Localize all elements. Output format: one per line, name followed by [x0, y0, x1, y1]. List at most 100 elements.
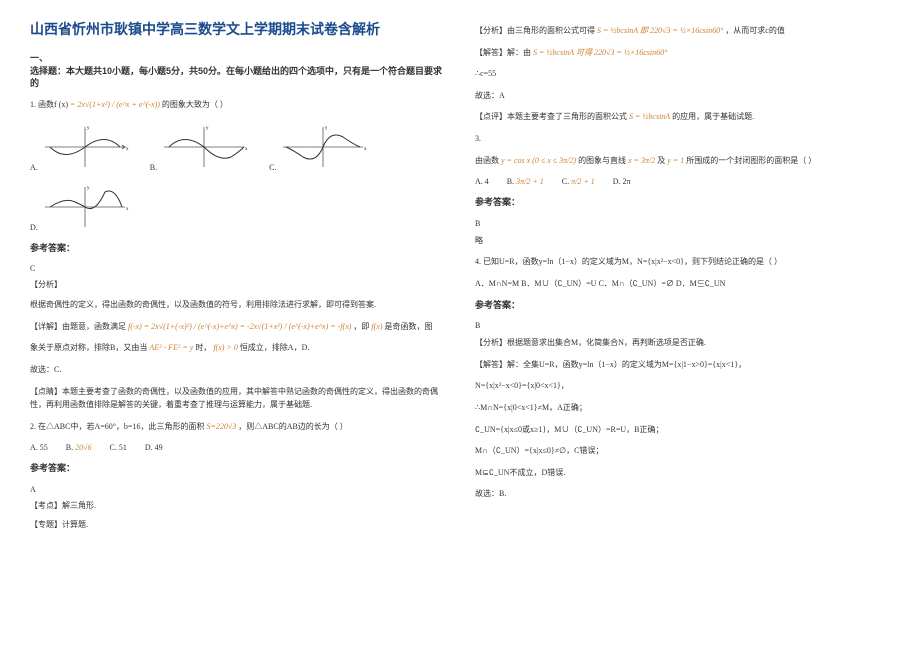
q3-opt-b-label: B.	[507, 177, 514, 186]
q1-ans-label: 参考答案：	[30, 242, 445, 255]
q1-detail-suf3: 是奇函数，图	[385, 322, 433, 331]
section-num: 一、	[30, 53, 48, 63]
graph-c: C. xy	[269, 122, 368, 172]
q1-choose: 故选：C.	[30, 363, 445, 377]
q2-opt-a: A. 55	[30, 443, 48, 452]
svg-text:x: x	[126, 147, 129, 152]
q4-ans: B	[475, 321, 890, 330]
q3-options: A. 4 B. 3π/2 + 1 C. π/2 + 1 D. 2π	[475, 177, 890, 186]
q1-prefix: 1. 函数f (x)	[30, 100, 70, 109]
q3-opt-b-f: 3π/2 + 1	[516, 177, 544, 186]
q4-l2: ∴M∩N={x|0<x<1}≠M，A正确；	[475, 401, 890, 415]
graph-d: D. xy	[30, 182, 130, 232]
r-comment-suffix: 的应用，属于基础试题.	[672, 112, 754, 121]
q3-opt-c: C. π/2 + 1	[562, 177, 595, 186]
q3-stem: 由函数 y = cos x (0 ≤ x ≤ 3π/2) 的图象与直线 x = …	[475, 154, 890, 168]
svg-text:y: y	[87, 126, 90, 131]
q3-note: 略	[475, 234, 890, 248]
q4-solve-head: 【解答】解：全集U=R，函数y=ln（1−x）的定义域为M={x|1−x>0}=…	[475, 358, 890, 372]
q1-d2-mid: 时，	[195, 343, 211, 352]
svg-text:x: x	[364, 147, 367, 152]
q1-d2-prefix: 象关于原点对称，排除B，又由当	[30, 343, 149, 352]
q4-l3: ∁_UN={x|x≤0或x≥1}，M∪（∁_UN）=R=U，B正确；	[475, 423, 890, 437]
q4-l5: M⊆∁_UN不成立，D错误.	[475, 466, 890, 480]
doc-title: 山西省忻州市耿镇中学高三数学文上学期期末试卷含解析	[30, 20, 445, 38]
q4-choose: 故选：B.	[475, 487, 890, 501]
label-c: C.	[269, 163, 276, 172]
q1-graphs: A. xy B. xy C.	[30, 122, 445, 232]
svg-text:x: x	[245, 147, 248, 152]
q4-l4: M∩（∁_UN）={x|x≤0}≠∅，C错误；	[475, 444, 890, 458]
q2-opt-d: D. 49	[145, 443, 163, 452]
q1-detail-suf1: ，即	[353, 322, 371, 331]
q1-comment: 【点睛】本题主要考查了函数的奇偶性，以及函数值的应用，其中解答中熟记函数的奇偶性…	[30, 385, 445, 412]
q1-analysis-head: 【分析】	[30, 279, 445, 290]
r-choose: 故选：A	[475, 89, 890, 103]
q3-opt-c-f: π/2 + 1	[571, 177, 595, 186]
right-column: 【分析】由三角形的面积公式可得 S = ½bcsinA 即 220√3 = ½×…	[475, 20, 890, 631]
q1-detail-suf2: f(x)	[371, 322, 382, 331]
r-comment: 【点评】本题主要考查了三角形的面积公式 S = ½bcsinA 的应用，属于基础…	[475, 110, 890, 124]
graph-b: B. xy	[150, 122, 249, 172]
q1-detail-formula: f(-x) = 2x√(1+(-x)²) / (e^(-x)+e^x) = -2…	[128, 322, 351, 331]
q3-num: 3.	[475, 132, 890, 146]
svg-text:y: y	[206, 126, 209, 131]
q2-prefix: 2. 在△ABC中，若A=60°，b=16，此三角形的面积	[30, 422, 206, 431]
q3-opt-b: B. 3π/2 + 1	[507, 177, 544, 186]
r-analysis-prefix: 【分析】由三角形的面积公式可得	[475, 26, 595, 35]
q3-opt-c-label: C.	[562, 177, 569, 186]
q1-d2-f2: f(x) > 0	[213, 343, 238, 352]
q2-tag2: 【专题】计算题.	[30, 519, 445, 530]
r-solve-prefix: 【解答】解：由	[475, 48, 533, 57]
r-comment-f: S = ½bcsinA	[629, 112, 670, 121]
q2-opt-c: C. 51	[110, 443, 127, 452]
section-desc: 选择题：本大题共10小题，每小题5分，共50分。在每小题给出的四个选项中，只有是…	[30, 66, 442, 89]
q3-opt-d: D. 2π	[613, 177, 631, 186]
q1-stem: 1. 函数f (x) = 2x√(1+x²) / (e^x + e^(-x)) …	[30, 98, 445, 112]
q1-analysis: 根据奇偶性的定义，得出函数的奇偶性，以及函数值的符号，利用排除法进行求解，即可得…	[30, 298, 445, 312]
q4-l1: N={x|x²−x<0}={x|0<x<1}，	[475, 379, 890, 393]
q3-mid: 的图象与直线	[578, 156, 628, 165]
q3-mid2: 及	[657, 156, 667, 165]
q2-tag1: 【考点】解三角形.	[30, 500, 445, 511]
q1-formula: = 2x√(1+x²) / (e^x + e^(-x))	[70, 100, 160, 109]
section-head: 一、 选择题：本大题共10小题，每小题5分，共50分。在每小题给出的四个选项中，…	[30, 52, 445, 90]
q1-detail2: 象关于原点对称，排除B，又由当 AE² - FE² = y 时， f(x) > …	[30, 341, 445, 355]
q1-suffix: 的图象大致为（ ）	[162, 100, 228, 109]
q2-options: A. 55 B. 20√6 C. 51 D. 49	[30, 443, 445, 452]
r-f1: S = ½bcsinA 即 220√3 = ½×16csin60°	[597, 26, 723, 35]
svg-text:y: y	[325, 126, 328, 131]
q2-opt-b: B. 20√6	[66, 443, 92, 452]
q2-stem: 2. 在△ABC中，若A=60°，b=16，此三角形的面积 S=220√3 ，则…	[30, 420, 445, 434]
q1-ans: C	[30, 264, 445, 273]
q2-ans: A	[30, 485, 445, 494]
exam-page: 山西省忻州市耿镇中学高三数学文上学期期末试卷含解析 一、 选择题：本大题共10小…	[0, 0, 920, 651]
graph-c-svg: xy	[278, 122, 368, 172]
q2-ans-label: 参考答案：	[30, 462, 445, 475]
label-b: B.	[150, 163, 157, 172]
svg-text:y: y	[87, 186, 90, 191]
graph-b-svg: xy	[159, 122, 249, 172]
label-d: D.	[30, 223, 38, 232]
q3-f3: y = 1	[667, 156, 684, 165]
q3-f2: x = 3π/2	[628, 156, 655, 165]
graph-a-svg: xy	[40, 122, 130, 172]
r-analysis: 【分析】由三角形的面积公式可得 S = ½bcsinA 即 220√3 = ½×…	[475, 24, 890, 38]
q2-suffix: ，则△ABC的AB边的长为（ ）	[238, 422, 348, 431]
q3-f1: y = cos x (0 ≤ x ≤ 3π/2)	[501, 156, 576, 165]
svg-text:x: x	[126, 207, 129, 212]
q1-d2-suf: 恒成立，排除A，D.	[240, 343, 310, 352]
q3-prefix: 由函数	[475, 156, 501, 165]
q3-opt-a: A. 4	[475, 177, 489, 186]
r-ceq: ∴c=55	[475, 67, 890, 81]
graph-a: A. xy	[30, 122, 130, 172]
q3-ans: B	[475, 219, 890, 228]
q1-detail-head: 【详解】由题意，函数满足	[30, 322, 128, 331]
q3-ans-label: 参考答案：	[475, 196, 890, 209]
r-solve: 【解答】解：由 S = ½bcsinA 可得 220√3 = ½×16csin6…	[475, 46, 890, 60]
r-analysis-suffix: ，从而可求c的值	[725, 26, 785, 35]
r-f2: S = ½bcsinA 可得 220√3 = ½×16csin60°	[533, 48, 667, 57]
q3-suffix: 所围成的一个封闭图形的面积是（ ）	[686, 156, 816, 165]
q2-opt-b-f: 20√6	[75, 443, 91, 452]
graph-d-svg: xy	[40, 182, 130, 232]
